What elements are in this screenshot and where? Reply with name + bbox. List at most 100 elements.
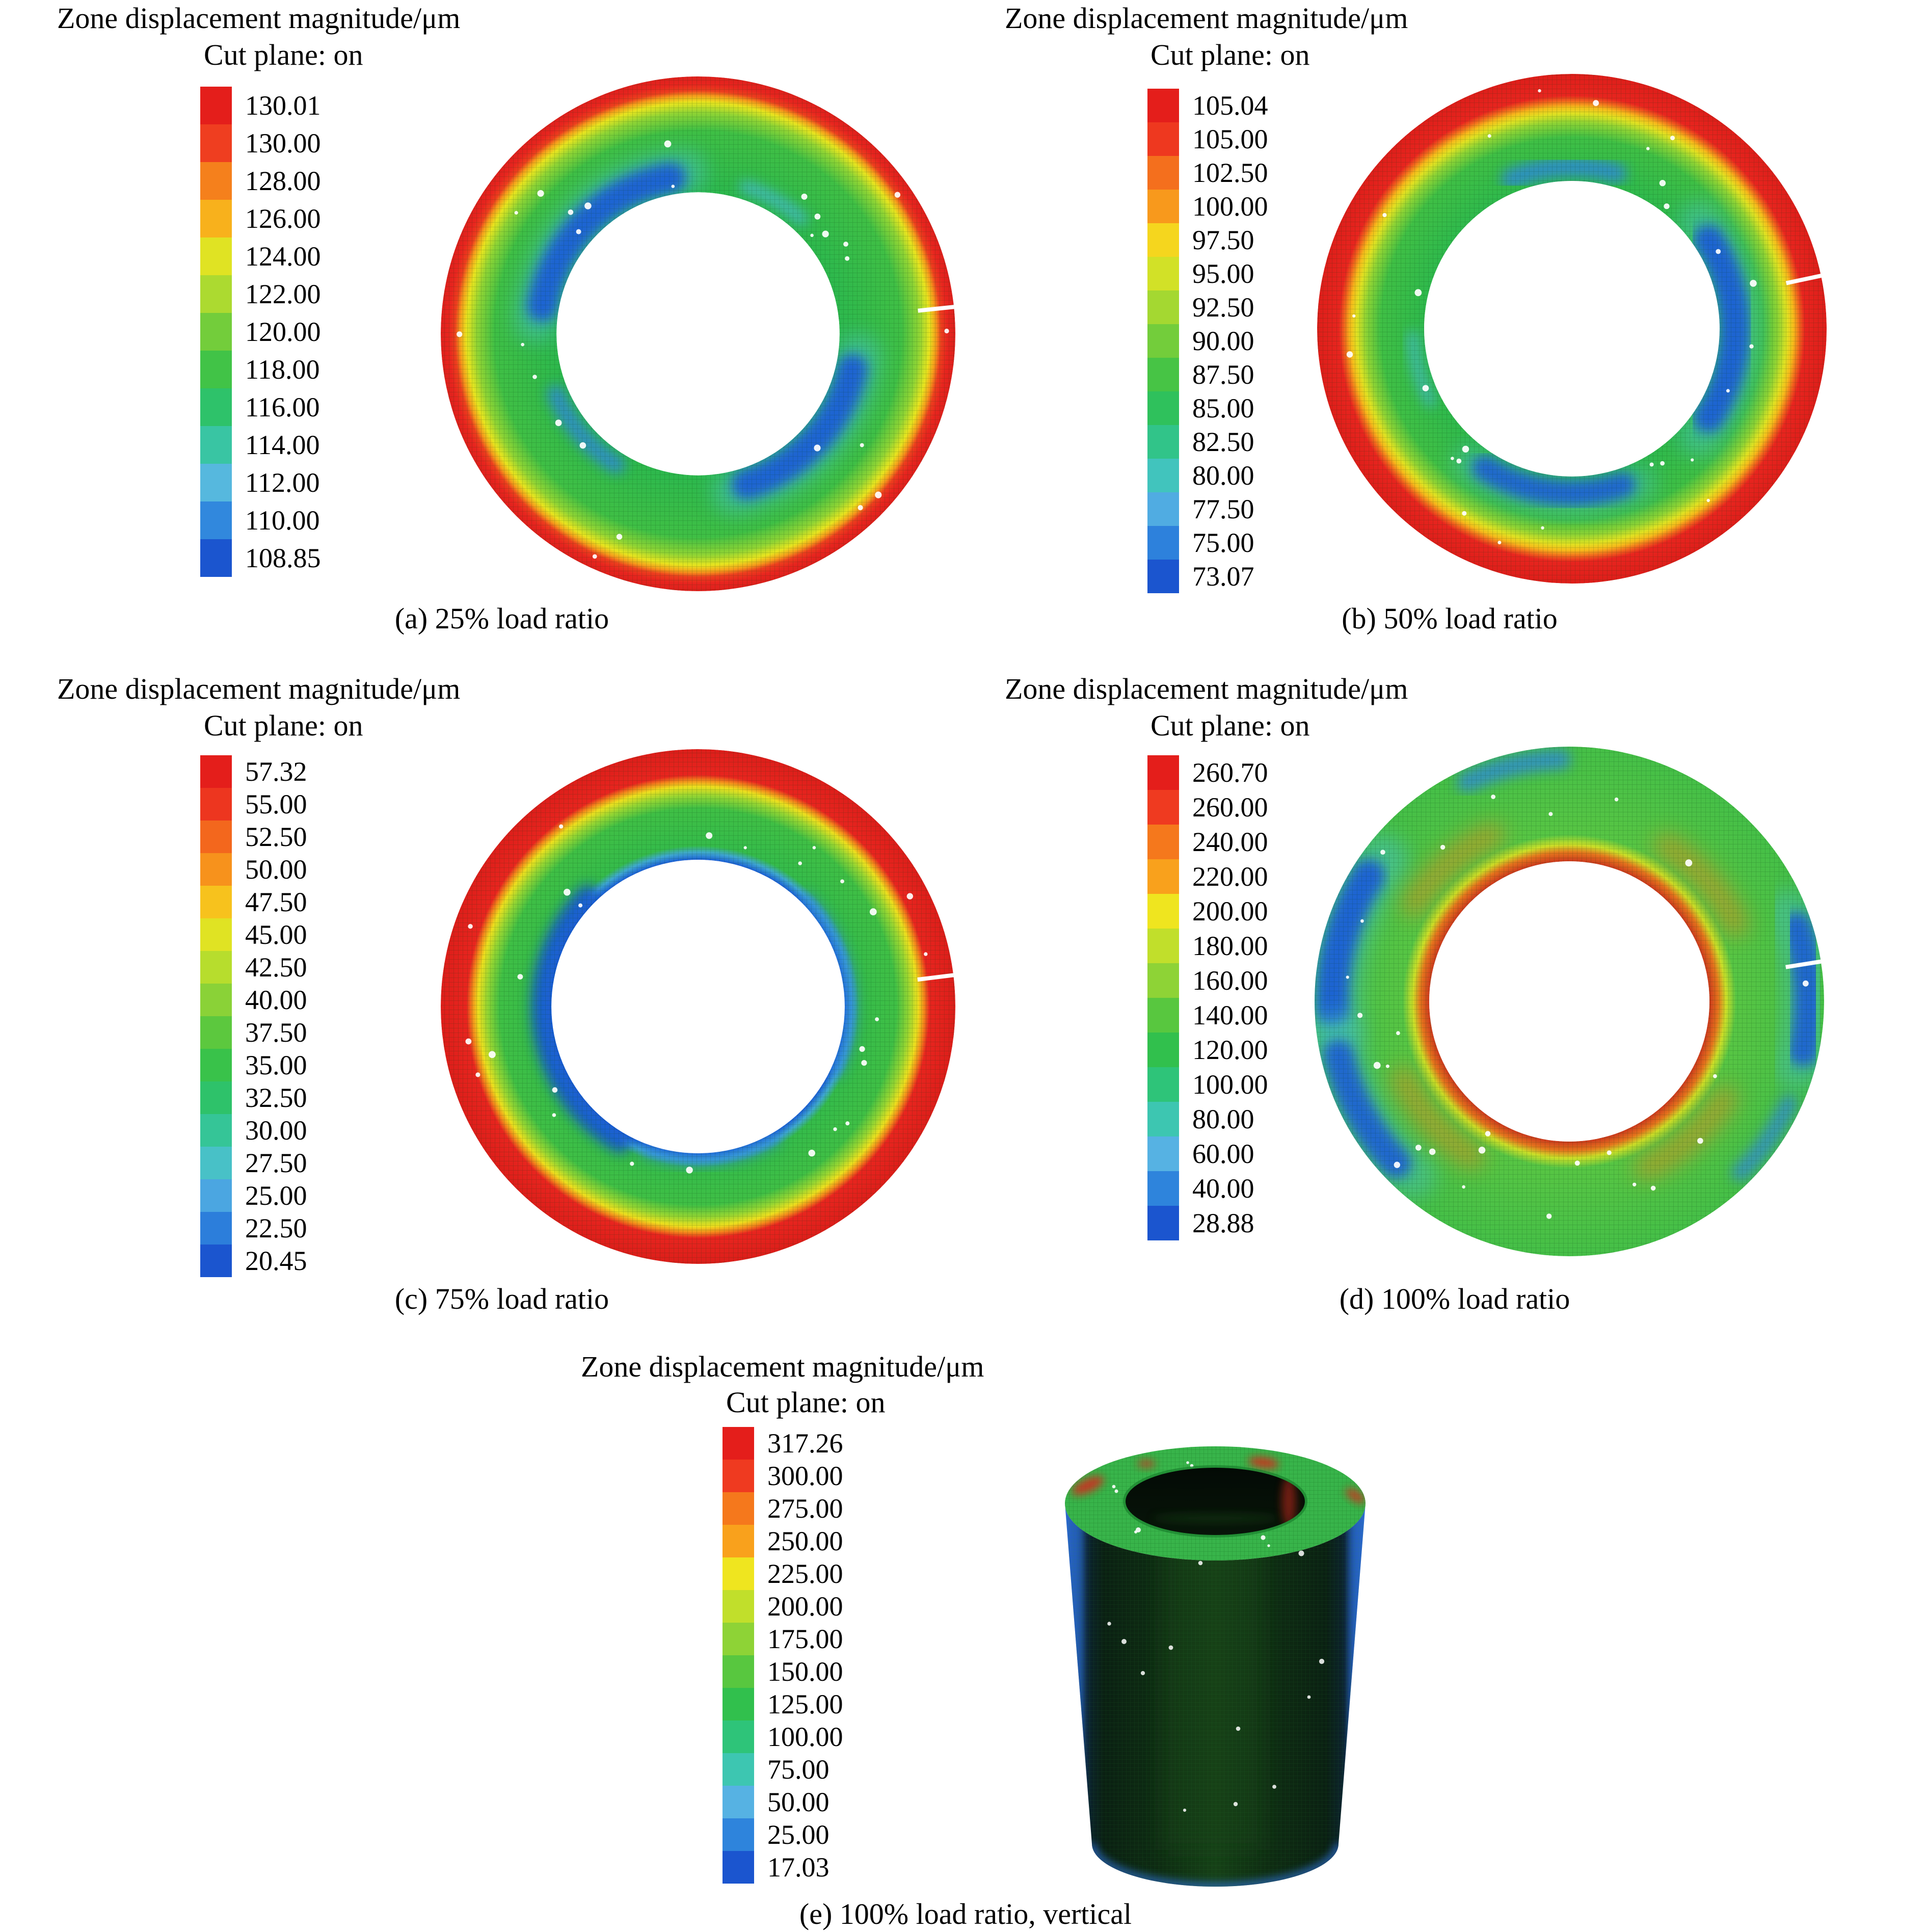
legend-swatch — [1147, 1206, 1179, 1240]
legend-row: 87.50 — [1147, 358, 1268, 391]
legend-row: 140.00 — [1147, 998, 1268, 1033]
legend-row: 120.00 — [200, 313, 321, 351]
legend-swatch — [723, 1427, 754, 1460]
legend-row: 50.00 — [200, 853, 307, 886]
mesh-overlay — [1065, 1503, 1366, 1887]
legend-swatch — [1147, 358, 1179, 391]
mesh-speckle — [706, 832, 713, 839]
contour-plot-b — [1317, 74, 1827, 584]
mesh-speckle — [1140, 1671, 1145, 1676]
legend-value: 32.50 — [245, 1082, 307, 1113]
legend-swatch — [1147, 1171, 1179, 1206]
max-fleck — [1072, 1476, 1104, 1495]
mesh-speckle — [845, 256, 850, 261]
legend-value: 82.50 — [1192, 427, 1254, 457]
mesh-overlay — [441, 749, 955, 1264]
color-legend: 260.70 260.00 240.00 220.00 200.00 180.00 160.… — [1147, 755, 1268, 1240]
legend-value: 17.03 — [767, 1852, 830, 1883]
legend-value: 22.50 — [245, 1213, 307, 1243]
mesh-speckle — [457, 331, 463, 337]
legend-row: 82.50 — [1147, 425, 1268, 459]
mesh-speckle — [1357, 1013, 1363, 1018]
legend-swatch — [1147, 156, 1179, 190]
mesh-speckle — [1440, 844, 1446, 850]
mesh-speckle — [843, 242, 848, 247]
mesh-speckle — [489, 1051, 496, 1058]
legend-row: 45.00 — [200, 918, 307, 951]
mesh-speckle — [1614, 797, 1619, 802]
mesh-speckle — [875, 1017, 879, 1021]
legend-value: 25.00 — [767, 1819, 830, 1850]
legend-swatch — [1147, 790, 1179, 825]
legend-swatch — [200, 984, 232, 1016]
mesh-speckle — [552, 1113, 556, 1117]
legend-row: 25.00 — [723, 1818, 843, 1851]
mesh-speckle — [859, 1046, 865, 1052]
contour-plot-a — [441, 76, 955, 591]
mesh-speckle — [568, 209, 574, 215]
legend-value: 260.00 — [1192, 792, 1268, 823]
legend-swatch — [1147, 825, 1179, 859]
legend-value: 118.00 — [245, 354, 320, 385]
mesh-speckle — [1548, 812, 1553, 816]
cut-plane-label: Cut plane: on — [1151, 709, 1310, 742]
legend-row: 116.00 — [200, 388, 321, 426]
mesh-speckle — [1650, 1185, 1656, 1191]
mesh-speckle — [743, 846, 747, 850]
legend-value: 87.50 — [1192, 359, 1254, 390]
legend-value: 92.50 — [1192, 292, 1254, 323]
mesh-speckle — [686, 1167, 693, 1174]
mesh-speckle — [1429, 1148, 1436, 1155]
mesh-speckle — [1380, 850, 1385, 855]
legend-swatch — [1147, 391, 1179, 425]
legend-value: 122.00 — [245, 279, 321, 309]
mesh-speckle — [1485, 1131, 1491, 1136]
legend-swatch — [200, 918, 232, 951]
legend-value: 73.07 — [1192, 561, 1254, 592]
mesh-speckle — [1107, 1622, 1111, 1626]
legend-row: 17.03 — [723, 1851, 843, 1884]
legend-swatch — [1147, 526, 1179, 560]
mesh-speckle — [1574, 1160, 1580, 1166]
legend-row: 80.00 — [1147, 459, 1268, 492]
legend-swatch — [200, 886, 232, 918]
legend-row: 110.00 — [200, 501, 321, 539]
mesh-speckle — [1691, 458, 1694, 462]
legend-row: 118.00 — [200, 351, 321, 388]
legend-row: 22.50 — [200, 1212, 307, 1245]
legend-swatch — [200, 351, 232, 388]
mesh-speckle — [1538, 89, 1541, 93]
mesh-speckle — [532, 375, 537, 379]
mesh-speckle — [1491, 795, 1495, 799]
legend-value: 220.00 — [1192, 861, 1268, 892]
mesh-speckle — [1697, 1137, 1703, 1144]
legend-value: 116.00 — [245, 392, 320, 422]
legend-swatch — [200, 1081, 232, 1114]
contour-plot-d — [1315, 747, 1824, 1256]
legend-value: 225.00 — [767, 1558, 843, 1589]
panel-caption: (e) 100% load ratio, vertical — [799, 1897, 1132, 1930]
panel-caption: (c) 75% load ratio — [394, 1282, 609, 1315]
mesh-speckle — [521, 342, 525, 347]
legend-row: 120.00 — [1147, 1033, 1268, 1067]
legend-value: 85.00 — [1192, 393, 1254, 424]
max-fleck — [1346, 1488, 1365, 1504]
legend-row: 30.00 — [200, 1114, 307, 1147]
legend-swatch — [200, 162, 232, 200]
legend-swatch — [1147, 492, 1179, 526]
panel-title: Zone displacement magnitude/μm — [1005, 672, 1408, 705]
mesh-speckle — [576, 229, 581, 234]
legend-swatch — [723, 1492, 754, 1525]
legend-swatch — [200, 755, 232, 788]
mesh-speckle — [1298, 1550, 1304, 1556]
mesh-speckle — [1716, 249, 1721, 254]
history-slit — [1785, 273, 1827, 285]
legend-value: 95.00 — [1192, 258, 1254, 289]
panel-a: Zone displacement magnitude/μm Cut plane… — [0, 0, 963, 668]
legend-value: 275.00 — [767, 1493, 843, 1524]
legend-value: 180.00 — [1192, 931, 1268, 961]
legend-row: 300.00 — [723, 1460, 843, 1492]
legend-row: 114.00 — [200, 426, 321, 464]
mesh-speckle — [894, 192, 901, 198]
legend-value: 130.00 — [245, 128, 321, 158]
